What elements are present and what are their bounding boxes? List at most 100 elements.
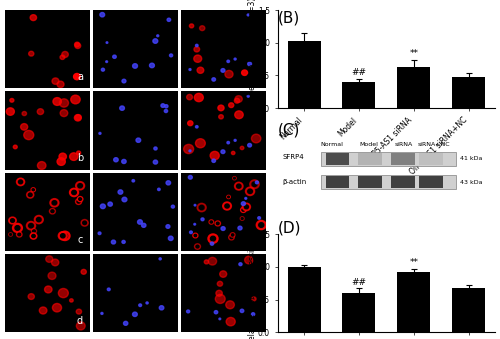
Circle shape [9,233,13,236]
Circle shape [234,98,240,103]
Circle shape [60,234,65,238]
Circle shape [76,115,81,120]
Circle shape [159,258,162,260]
Circle shape [189,68,191,71]
Circle shape [98,232,101,235]
Circle shape [22,112,26,116]
Circle shape [242,208,244,211]
Circle shape [77,200,80,203]
Text: Model: Model [360,142,378,147]
Circle shape [52,303,62,312]
Circle shape [225,71,233,78]
Circle shape [30,233,37,239]
Circle shape [20,124,28,130]
Circle shape [186,310,190,313]
Circle shape [76,199,82,204]
Circle shape [234,177,235,179]
Circle shape [57,158,66,165]
Circle shape [62,52,68,58]
Circle shape [44,286,52,293]
Circle shape [196,245,199,248]
Circle shape [227,195,230,199]
Circle shape [190,231,192,234]
Circle shape [234,182,243,190]
Circle shape [6,108,14,115]
Text: **: ** [410,258,418,267]
Circle shape [52,78,59,84]
FancyBboxPatch shape [358,176,382,188]
FancyBboxPatch shape [358,153,382,165]
Circle shape [70,188,78,197]
Circle shape [122,197,127,202]
Circle shape [28,51,34,56]
Circle shape [167,18,170,21]
Circle shape [228,103,234,107]
Circle shape [14,145,17,149]
Circle shape [142,223,146,227]
Bar [452,77,485,108]
Circle shape [74,42,80,47]
Circle shape [18,180,22,184]
Circle shape [108,202,112,206]
Circle shape [214,311,218,314]
Circle shape [225,204,229,208]
Circle shape [10,219,14,222]
Circle shape [196,126,198,128]
Circle shape [32,229,36,234]
Circle shape [227,141,230,144]
Circle shape [122,79,126,83]
Circle shape [240,207,246,213]
FancyBboxPatch shape [326,176,349,188]
Circle shape [238,226,242,230]
Text: ##: ## [352,278,366,286]
Circle shape [28,294,34,299]
Circle shape [244,205,248,209]
Circle shape [24,131,34,140]
Circle shape [218,281,222,286]
Circle shape [200,205,204,210]
Circle shape [241,218,243,219]
Circle shape [232,177,236,180]
Circle shape [240,309,244,313]
Circle shape [215,221,220,226]
Circle shape [32,189,34,191]
Circle shape [57,81,64,87]
Circle shape [138,220,142,224]
Circle shape [248,189,252,194]
Circle shape [60,99,68,107]
Circle shape [245,197,247,199]
Circle shape [101,313,103,315]
Circle shape [168,236,173,240]
Text: c: c [78,235,83,245]
Text: (B): (B) [278,10,300,25]
Y-axis label: Relative protein expression,n=3: Relative protein expression,n=3 [248,222,256,339]
Circle shape [258,217,260,219]
Circle shape [197,203,206,212]
Circle shape [256,220,266,230]
Circle shape [208,257,216,265]
Circle shape [194,93,203,102]
Circle shape [209,220,214,224]
Circle shape [252,134,261,143]
Text: **: ** [410,49,418,59]
Circle shape [194,223,196,225]
Circle shape [218,115,224,119]
Text: 41 kDa: 41 kDa [460,156,482,161]
Circle shape [62,234,68,238]
Circle shape [252,297,256,301]
Text: SFRP4: SFRP4 [282,154,304,160]
Circle shape [196,139,205,148]
Circle shape [248,143,252,147]
Circle shape [234,58,236,60]
Circle shape [154,160,158,164]
Circle shape [172,205,174,208]
Circle shape [59,153,66,160]
Circle shape [190,24,194,28]
Circle shape [138,304,141,306]
Circle shape [122,159,126,163]
Circle shape [50,208,56,214]
Circle shape [221,68,225,72]
Bar [452,288,485,332]
Circle shape [239,263,242,266]
Circle shape [12,223,22,233]
